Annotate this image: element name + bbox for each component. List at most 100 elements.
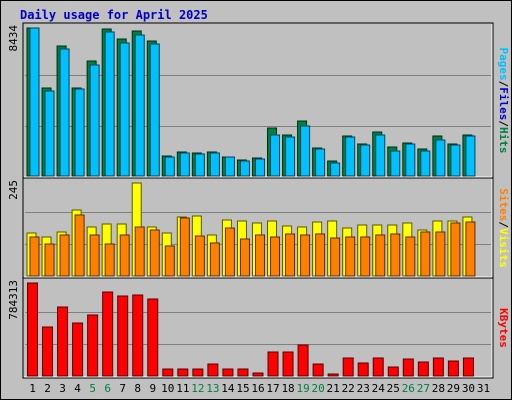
bar-sites [104, 243, 115, 277]
bar-files [239, 160, 250, 177]
bar-files [375, 134, 386, 177]
bar-kbytes [237, 368, 249, 377]
bar-sites [450, 222, 461, 277]
bar-kbytes [372, 357, 384, 377]
bar-files [224, 156, 235, 177]
bar-sites [134, 226, 145, 277]
x-tick-label: 7 [119, 382, 126, 395]
x-tick-label: 2 [44, 382, 51, 395]
bar-files [270, 134, 281, 177]
x-tick-label: 26 [402, 382, 415, 395]
x-tick-label: 30 [462, 382, 475, 395]
bar-files [254, 158, 265, 177]
x-tick-label: 10 [161, 382, 174, 395]
bar-kbytes [117, 295, 129, 377]
y-axis-label: Sites/Visits [497, 188, 510, 268]
x-tick-label: 3 [59, 382, 66, 395]
bar-files [44, 90, 55, 177]
bar-kbytes [402, 358, 414, 377]
bar-files [345, 136, 356, 177]
bar-kbytes [72, 322, 84, 377]
bar-kbytes [252, 372, 264, 377]
bar-files [59, 48, 70, 177]
bar-kbytes [87, 314, 99, 377]
bar-files [285, 136, 296, 177]
bar-files [89, 64, 100, 177]
y-max-label: 245 [7, 180, 20, 200]
bar-sites [405, 236, 416, 277]
bar-files [330, 162, 341, 177]
bar-sites [194, 235, 205, 277]
bar-files [300, 125, 311, 177]
x-tick-label: 21 [327, 382, 340, 395]
bar-files [465, 135, 476, 177]
x-tick-label: 24 [372, 382, 386, 395]
x-tick-label: 14 [221, 382, 235, 395]
bar-sites [330, 237, 341, 277]
bar-files [360, 144, 371, 177]
x-tick-label: 29 [447, 382, 460, 395]
y-axis-label: Pages/Files/Hits [497, 48, 510, 154]
bar-sites [164, 245, 175, 277]
bar-sites [300, 234, 311, 277]
panel-box [22, 277, 494, 379]
x-tick-label: 20 [312, 382, 325, 395]
bar-sites [375, 234, 386, 277]
bar-sites [224, 227, 235, 277]
bar-kbytes [432, 357, 444, 377]
bar-kbytes [297, 344, 309, 377]
bar-sites [254, 234, 265, 277]
bar-kbytes [327, 373, 339, 377]
x-tick-label: 12 [191, 382, 204, 395]
bar-files [194, 153, 205, 177]
x-tick-label: 1 [29, 382, 36, 395]
bar-kbytes [387, 366, 399, 377]
bar-files [134, 34, 145, 177]
y-axis-label-part: Files [497, 87, 510, 120]
bar-kbytes [27, 282, 38, 377]
bar-files [74, 88, 85, 177]
bar-sites [315, 233, 326, 277]
x-tick-label: 4 [74, 382, 81, 395]
x-tick-label: 25 [387, 382, 400, 395]
bar-sites [209, 242, 220, 277]
bar-files [405, 143, 416, 177]
bar-files [435, 139, 446, 177]
bar-kbytes [42, 326, 54, 377]
bar-kbytes [57, 306, 69, 377]
bar-kbytes [417, 361, 429, 377]
bar-files [315, 148, 326, 177]
bar-sites [465, 221, 476, 277]
x-tick-label: 18 [281, 382, 294, 395]
bar-files [390, 150, 401, 177]
x-tick-label: 15 [236, 382, 249, 395]
y-axis-label-part: Visits [497, 228, 510, 268]
bar-kbytes [267, 351, 279, 377]
chart-title: Daily usage for April 2025 [20, 8, 208, 22]
y-axis-label-part: / [497, 221, 510, 228]
x-tick-label: 6 [104, 382, 111, 395]
bar-files [420, 150, 431, 177]
bar-kbytes [102, 291, 114, 377]
y-max-label: 784313 [7, 280, 20, 320]
bar-kbytes [192, 368, 204, 377]
bar-sites [74, 214, 85, 277]
x-tick-label: 5 [89, 382, 96, 395]
bar-kbytes [462, 357, 474, 377]
x-tick-label: 13 [206, 382, 219, 395]
bar-files [179, 152, 190, 177]
bar-kbytes [132, 294, 144, 377]
x-tick-label: 11 [176, 382, 189, 395]
x-tick-label: 27 [417, 382, 430, 395]
x-tick-label: 8 [134, 382, 141, 395]
bar-sites [89, 234, 100, 277]
bar-files [209, 152, 220, 177]
y-axis-label: KBytes [497, 308, 510, 348]
bar-kbytes [312, 363, 324, 377]
x-tick-label: 17 [266, 382, 279, 395]
bar-sites [59, 234, 70, 277]
y-axis-label-part: / [497, 81, 510, 88]
bar-files [29, 27, 40, 177]
